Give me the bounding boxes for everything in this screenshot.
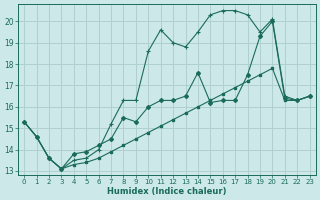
X-axis label: Humidex (Indice chaleur): Humidex (Indice chaleur) bbox=[107, 187, 227, 196]
